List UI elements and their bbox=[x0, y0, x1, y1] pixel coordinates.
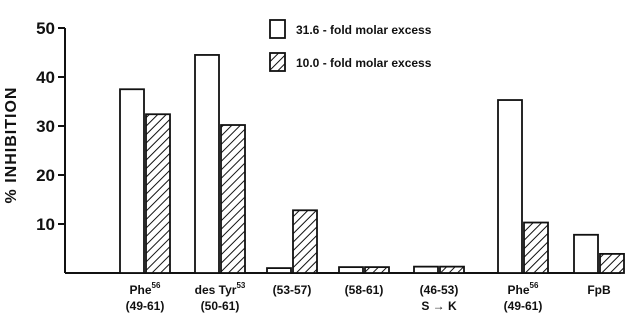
category-label: FpB bbox=[587, 283, 611, 297]
bar-31-6-fold-0 bbox=[119, 88, 145, 274]
y-tick-label: 10 bbox=[36, 215, 55, 234]
y-tick-label: 40 bbox=[36, 68, 55, 87]
category-label-line2: (49-61) bbox=[504, 299, 543, 313]
legend-label: 31.6 - fold molar excess bbox=[296, 23, 432, 37]
bar-31-6-fold-5 bbox=[497, 99, 523, 274]
y-tick-label: 30 bbox=[36, 117, 55, 136]
bars bbox=[119, 54, 625, 274]
bar-10-0-fold-0 bbox=[145, 113, 171, 274]
bar-31-6-fold-3 bbox=[338, 266, 364, 274]
bar-10-0-fold-5 bbox=[523, 221, 549, 274]
bar-31-6-fold-6 bbox=[573, 233, 599, 274]
category-label: Phe56 bbox=[508, 281, 539, 297]
category-label-line2: S → K bbox=[421, 299, 457, 313]
y-axis-ticks: 50 40 30 20 10 bbox=[36, 19, 65, 234]
y-tick-label: 50 bbox=[36, 19, 55, 38]
bar-10-0-fold-3 bbox=[364, 266, 390, 274]
category-labels: Phe56 (49-61) des Tyr53 (50-61) (53-57) (58-6… bbox=[126, 281, 611, 313]
category-label-line2: (50-61) bbox=[201, 299, 240, 313]
category-label: (53-57) bbox=[273, 283, 312, 297]
legend-swatch bbox=[269, 52, 286, 72]
category-label-line2: (49-61) bbox=[126, 299, 165, 313]
y-tick-label: 20 bbox=[36, 166, 55, 185]
bar-10-0-fold-4 bbox=[439, 265, 465, 274]
category-label: (58-61) bbox=[345, 283, 384, 297]
category-label: (46-53) bbox=[420, 283, 459, 297]
legend-swatch bbox=[269, 19, 286, 39]
bar-31-6-fold-2 bbox=[266, 267, 292, 274]
bar-10-0-fold-6 bbox=[599, 252, 625, 274]
bar-10-0-fold-2 bbox=[292, 209, 318, 274]
y-axis-label: % INHIBITION bbox=[3, 87, 20, 204]
bar-31-6-fold-1 bbox=[194, 54, 220, 274]
legend: 31.6 - fold molar excess 10.0 - fold mola… bbox=[269, 19, 432, 72]
bar-10-0-fold-1 bbox=[220, 124, 246, 274]
category-label: Phe56 bbox=[130, 281, 161, 297]
category-label: des Tyr53 bbox=[195, 281, 246, 297]
legend-label: 10.0 - fold molar excess bbox=[296, 56, 432, 70]
bar-31-6-fold-4 bbox=[413, 265, 439, 274]
